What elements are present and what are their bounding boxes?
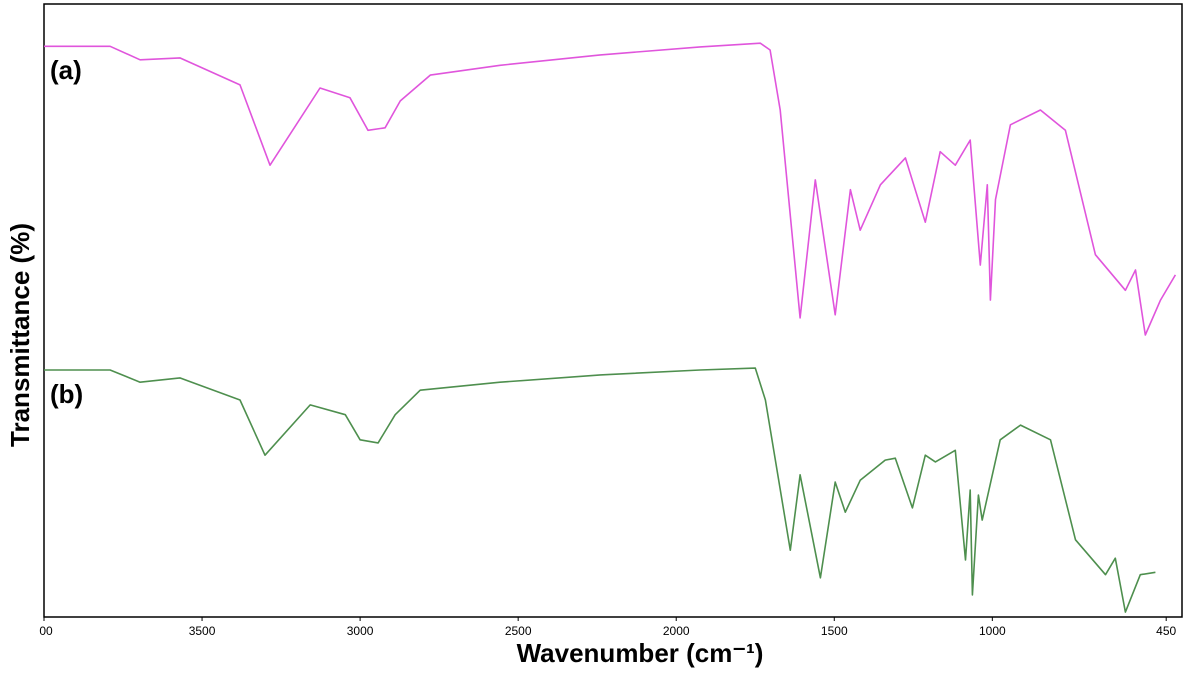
x-tick-label: 1000	[979, 624, 1006, 638]
y-axis-title: Transmittance (%)	[5, 223, 35, 447]
plot-frame	[43, 3, 1183, 618]
x-tick-label: 450	[1156, 624, 1176, 638]
series-label: (a)	[50, 55, 82, 85]
spectrum-line	[44, 367, 1156, 613]
series-label: (b)	[50, 379, 83, 409]
x-tick-label: 2500	[505, 624, 532, 638]
x-axis-title: Wavenumber (cm⁻¹)	[517, 638, 764, 668]
x-tick-label: 3000	[347, 624, 374, 638]
spectrum-line	[44, 42, 1177, 336]
x-tick-label: 00	[39, 624, 53, 638]
x-tick-label: 2000	[663, 624, 690, 638]
x-tick-label: 3500	[189, 624, 216, 638]
x-tick-label: 1500	[821, 624, 848, 638]
